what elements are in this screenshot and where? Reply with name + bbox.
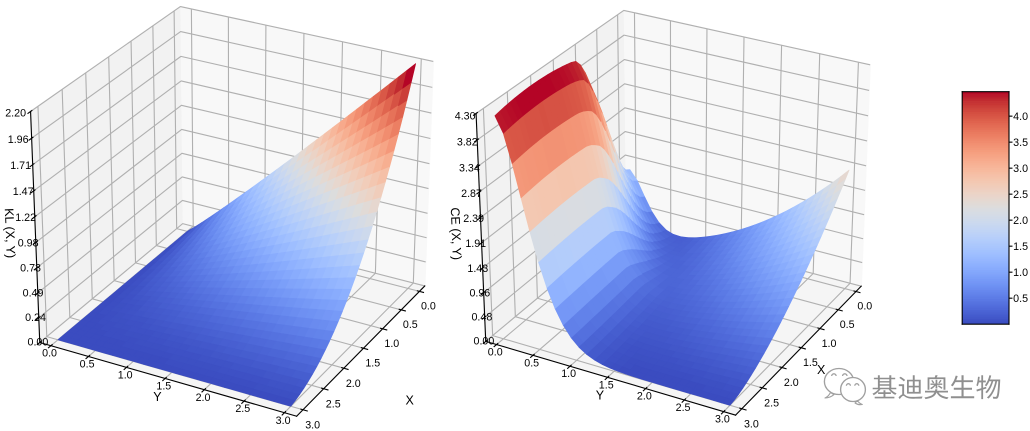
svg-text:0.5: 0.5 <box>80 358 95 370</box>
svg-text:X: X <box>817 363 826 377</box>
svg-text:2.5: 2.5 <box>235 403 250 415</box>
svg-text:1.5: 1.5 <box>156 381 171 393</box>
svg-text:2.0: 2.0 <box>196 392 211 404</box>
svg-text:1.43: 1.43 <box>467 263 488 275</box>
svg-text:2.0: 2.0 <box>784 377 799 389</box>
svg-text:KL (X, Y): KL (X, Y) <box>2 208 18 259</box>
svg-text:0.5: 0.5 <box>403 319 418 331</box>
svg-text:1.0: 1.0 <box>384 338 399 350</box>
svg-text:0.49: 0.49 <box>23 287 44 299</box>
svg-text:2.0: 2.0 <box>637 391 652 403</box>
svg-text:1.5: 1.5 <box>803 357 818 369</box>
svg-text:4.0: 4.0 <box>1013 111 1028 123</box>
svg-text:0.00: 0.00 <box>28 337 49 349</box>
svg-text:2.5: 2.5 <box>1013 189 1028 201</box>
svg-text:2.0: 2.0 <box>1013 215 1028 227</box>
svg-text:3.82: 3.82 <box>457 137 478 149</box>
svg-text:0.0: 0.0 <box>488 347 503 359</box>
svg-text:0.48: 0.48 <box>471 312 492 324</box>
svg-text:1.5: 1.5 <box>365 358 380 370</box>
svg-text:3.0: 3.0 <box>305 420 320 431</box>
svg-text:0.0: 0.0 <box>421 300 436 312</box>
svg-text:3.0: 3.0 <box>715 414 730 426</box>
svg-text:3.5: 3.5 <box>1013 137 1028 149</box>
svg-text:1.96: 1.96 <box>8 134 29 146</box>
svg-text:1.0: 1.0 <box>561 368 576 380</box>
svg-text:1.47: 1.47 <box>13 186 34 198</box>
svg-text:2.39: 2.39 <box>463 213 484 225</box>
svg-text:0.73: 0.73 <box>20 263 41 275</box>
svg-text:Y: Y <box>596 389 605 403</box>
svg-text:1.22: 1.22 <box>15 212 36 224</box>
svg-text:3.0: 3.0 <box>1013 163 1028 175</box>
svg-text:1.5: 1.5 <box>1013 241 1028 253</box>
svg-text:2.0: 2.0 <box>346 378 361 390</box>
svg-text:0.5: 0.5 <box>840 319 855 331</box>
svg-text:1.71: 1.71 <box>10 160 31 172</box>
svg-text:3.0: 3.0 <box>744 419 759 431</box>
svg-text:2.20: 2.20 <box>5 108 26 120</box>
svg-text:2.5: 2.5 <box>676 402 691 414</box>
svg-text:2.5: 2.5 <box>764 398 779 410</box>
svg-text:2.5: 2.5 <box>326 398 341 410</box>
svg-text:0.5: 0.5 <box>524 357 539 369</box>
svg-text:4.30: 4.30 <box>455 110 476 122</box>
svg-text:1.0: 1.0 <box>118 369 133 381</box>
svg-text:X: X <box>405 393 414 407</box>
svg-text:0.0: 0.0 <box>42 348 57 360</box>
svg-text:1.91: 1.91 <box>465 238 486 250</box>
svg-text:0.24: 0.24 <box>25 312 46 324</box>
svg-text:0.96: 0.96 <box>469 287 490 299</box>
svg-text:1.0: 1.0 <box>822 338 837 350</box>
svg-text:0.98: 0.98 <box>18 237 39 249</box>
svg-text:0.00: 0.00 <box>474 335 495 347</box>
svg-text:1.0: 1.0 <box>1013 267 1028 279</box>
svg-text:3.0: 3.0 <box>276 415 291 427</box>
svg-text:CE (X, Y): CE (X, Y) <box>448 207 464 260</box>
svg-text:0.0: 0.0 <box>857 301 872 313</box>
svg-text:2.87: 2.87 <box>461 188 482 200</box>
svg-text:3.34: 3.34 <box>459 162 480 174</box>
svg-text:Y: Y <box>153 390 162 404</box>
svg-text:1.5: 1.5 <box>599 379 614 391</box>
svg-text:0.5: 0.5 <box>1013 293 1028 305</box>
